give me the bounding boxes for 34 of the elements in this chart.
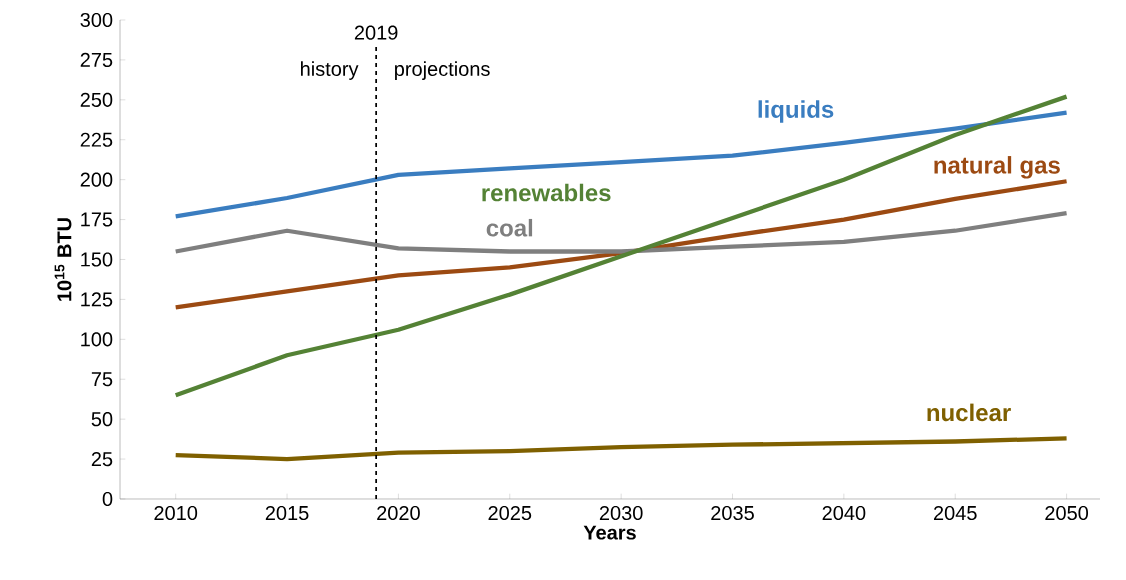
annotation: history: [301, 61, 359, 80]
series-label: natural gas: [934, 156, 1060, 179]
x-tick-label: 2015: [265, 505, 309, 521]
y-tick-label: 300: [80, 12, 113, 28]
x-tick-label: 2010: [154, 505, 198, 521]
x-tick-label: 2025: [488, 505, 532, 521]
text: renewables: [482, 183, 611, 202]
y-tick-label: 0: [102, 491, 113, 507]
y-tick-label: 200: [80, 172, 113, 187]
series-label: coal: [486, 218, 533, 237]
x-tick-label: 2040: [822, 505, 866, 521]
y-tick-label: 175: [81, 212, 113, 227]
ref-line-label: 2019: [354, 25, 398, 40]
series-label: nuclear: [927, 403, 1011, 422]
x-tick-label: 2045: [933, 505, 977, 521]
y-tick-label: 50: [91, 412, 113, 427]
y-tick-label: 125: [81, 292, 113, 307]
x-tick-label: 2020: [377, 505, 420, 521]
y-tick-label: 25: [91, 451, 113, 467]
annotation: projections: [395, 61, 490, 80]
x-tick-label: 2030: [599, 505, 643, 521]
x-tick-label: 2035: [711, 505, 754, 521]
line-series: [173, 179, 1069, 310]
line-series: [173, 211, 1069, 254]
y-axis-title: 10$^{15}$ BTU: [54, 218, 72, 301]
y-tick-label: 150: [81, 252, 113, 267]
y-tick-label: 225: [80, 132, 113, 147]
y-tick-label: 75: [91, 372, 113, 387]
y-tick-label: 250: [80, 92, 113, 107]
y-tick-label: 100: [81, 332, 113, 347]
y-tick-label: 275: [80, 52, 113, 67]
series-label: liquids: [758, 100, 834, 123]
x-tick-label: 2050: [1045, 505, 1089, 521]
x-axis-title: Years: [583, 525, 636, 540]
